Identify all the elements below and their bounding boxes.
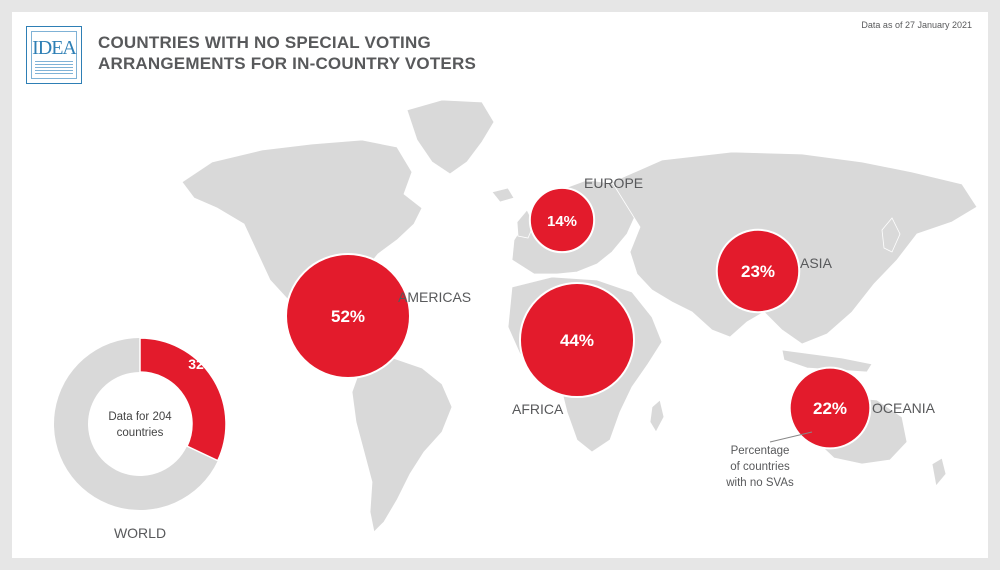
bubble-oceania: [788, 366, 872, 450]
map-indonesia: [781, 349, 873, 373]
annotation-leader-line: [769, 431, 813, 443]
donut-center-text-1: Data for 204: [108, 411, 172, 423]
region-label-europe: EUROPE: [584, 175, 643, 191]
title-line-1: COUNTRIES WITH NO SPECIAL VOTING: [98, 33, 431, 52]
donut-segment-no-sva: [139, 337, 227, 462]
page-title: COUNTRIES WITH NO SPECIAL VOTING ARRANGE…: [98, 32, 476, 74]
region-label-oceania: OCEANIA: [872, 400, 936, 416]
bubble-value-asia: 23%: [741, 262, 775, 281]
map-new-zealand: [931, 457, 947, 487]
map-japan: [881, 217, 901, 253]
bubble-africa: [518, 281, 636, 399]
region-bubbles: 52% AMERICAS 14% EUROPE 44% AFRICA 23% ASIA 22% O…: [285, 175, 936, 450]
region-label-asia: ASIA: [800, 255, 833, 271]
data-date-note: Data as of 27 January 2021: [861, 20, 972, 30]
sva-annotation: Percentage of countries with no SVAs: [725, 431, 813, 489]
bubble-asia: [715, 228, 801, 314]
bubble-americas: [285, 253, 411, 379]
donut-segment-rest: [54, 338, 218, 510]
map-greenland: [406, 99, 495, 175]
map-asia: [611, 151, 978, 345]
logo-wordmark: IDEA: [32, 37, 77, 59]
bubble-value-americas: 52%: [331, 307, 365, 326]
region-label-americas: AMERICAS: [398, 289, 471, 305]
bubble-value-europe: 14%: [547, 213, 577, 230]
world-label: WORLD: [114, 525, 166, 541]
world-donut: 32% Data for 204 countries WORLD: [54, 337, 227, 541]
donut-center-text-2: countries: [117, 427, 164, 439]
region-label-africa: AFRICA: [512, 401, 564, 417]
annotation-line-2: of countries: [730, 461, 790, 473]
bubble-value-africa: 44%: [560, 331, 594, 350]
title-line-2: ARRANGEMENTS FOR IN-COUNTRY VOTERS: [98, 54, 476, 73]
map-south-america: [351, 356, 453, 533]
annotation-line-3: with no SVAs: [725, 477, 794, 489]
donut-value-label: 32%: [188, 356, 217, 372]
bubble-europe: [528, 186, 596, 254]
bubble-value-oceania: 22%: [813, 399, 847, 418]
map-iceland: [491, 187, 515, 203]
map-madagascar: [649, 399, 665, 433]
idea-logo: IDEA: [26, 26, 82, 84]
infographic-card: IDEA COUNTRIES WITH NO SPECIAL VOTING AR…: [12, 12, 988, 558]
chart-canvas: 32% Data for 204 countries WORLD 52% AMER…: [54, 99, 978, 541]
logo-text-lines: [35, 61, 73, 75]
annotation-line-1: Percentage: [731, 445, 790, 457]
